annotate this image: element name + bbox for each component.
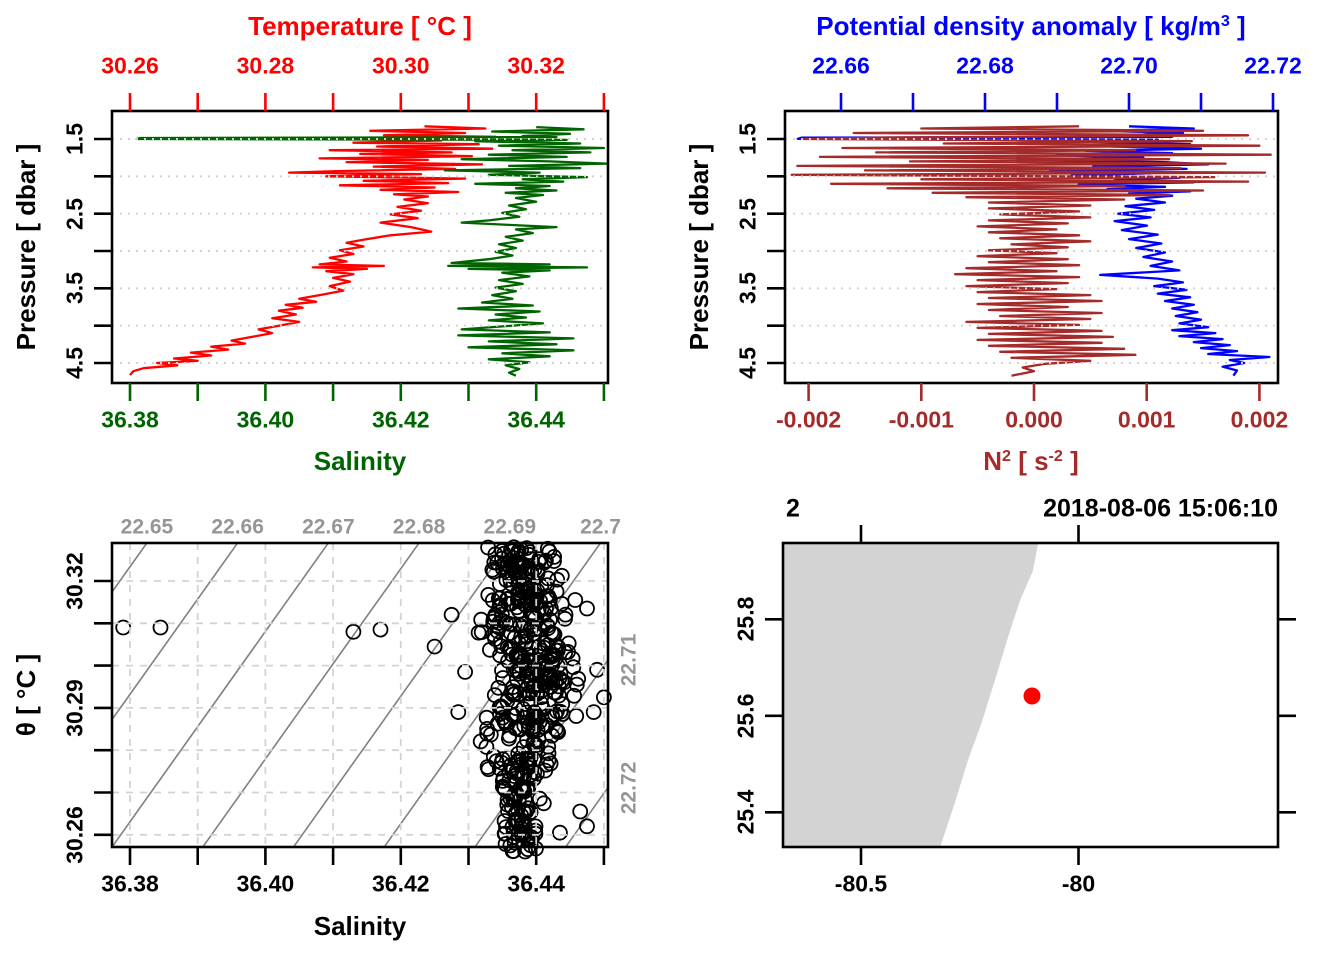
tick-label: 36.44 [507, 406, 565, 433]
n2-base: N [983, 446, 1003, 476]
tick-label: 22.68 [956, 52, 1014, 79]
tick-label: 22.72 [617, 761, 641, 814]
tick-label: 25.6 [732, 693, 759, 739]
n2-superscript: 2 [1002, 447, 1011, 466]
tick-label: 30.26 [101, 52, 159, 79]
tick-label: 36.42 [372, 406, 430, 433]
tick-label: 30.30 [372, 52, 430, 79]
n2-mid: [ s [1010, 446, 1049, 476]
tick-label: 36.42 [372, 870, 430, 897]
salinity-axis-title-ts-panel: Salinity [313, 911, 407, 941]
tick-label: -0.001 [888, 406, 954, 433]
tick-label: 22.65 [120, 515, 174, 539]
tick-label: 22.7 [580, 515, 621, 539]
tick-label: 0.002 [1230, 406, 1289, 433]
tick-label: 0.000 [1005, 406, 1063, 433]
tick-label: 22.66 [211, 515, 264, 539]
theta-axis-title: θ [ °C ] [11, 653, 41, 737]
temperature-axis-title: Temperature [ °C ] [248, 11, 472, 41]
map-timestamp: 2018-08-06 15:06:10 [1043, 494, 1278, 523]
tick-label: -80.5 [834, 870, 888, 897]
map-station-number: 2 [786, 494, 800, 523]
tick-label: 22.68 [392, 515, 446, 539]
tick-label: 2.5 [734, 197, 761, 230]
density-axis-title: Potential density anomaly [ kg/m3 ] [816, 13, 1245, 39]
tick-label: 25.4 [732, 789, 759, 835]
tick-label: 22.71 [617, 633, 641, 687]
pressure-axis-title-right-panel: Pressure [ dbar ] [684, 143, 714, 351]
tick-label: 1.5 [61, 123, 88, 155]
salinity-axis-title-top-panel: Salinity [313, 446, 407, 476]
tick-label: 36.38 [101, 870, 159, 897]
tick-label: 30.28 [236, 52, 295, 79]
tick-label: 22.70 [1100, 52, 1158, 79]
tick-label: 36.40 [236, 870, 295, 897]
density-title-close: ] [1229, 11, 1246, 41]
tick-label: 3.5 [61, 272, 88, 305]
pressure-axis-title-left-panel: Pressure [ dbar ] [11, 143, 41, 351]
tick-label: 30.32 [507, 52, 565, 79]
tick-label: 22.69 [483, 515, 537, 539]
tick-label: 30.32 [61, 552, 88, 610]
tick-label: -0.002 [775, 406, 842, 433]
tick-label: 30.26 [61, 806, 88, 864]
tick-label: 36.44 [507, 870, 565, 897]
tick-label: 22.66 [812, 52, 870, 79]
tick-label: 22.67 [302, 515, 355, 539]
density-title-superscript: 3 [1220, 12, 1230, 31]
tick-label: 36.40 [236, 406, 295, 433]
tick-label: 3.5 [734, 272, 761, 305]
tick-label: -80 [1061, 870, 1096, 897]
tick-label: 22.72 [1244, 52, 1302, 79]
tick-label: 0.001 [1117, 406, 1176, 433]
tick-label: 4.5 [734, 347, 761, 379]
n2-close: ] [1062, 446, 1079, 476]
tick-label: 4.5 [61, 347, 88, 379]
tick-label: 25.8 [732, 596, 759, 642]
n2-superscript-2: -2 [1048, 447, 1063, 466]
n-squared-axis-title: N2 [ s-2 ] [983, 448, 1079, 474]
tick-label: 2.5 [61, 197, 88, 230]
density-title-text: Potential density anomaly [ kg/m [816, 11, 1221, 41]
tick-label: 30.29 [61, 679, 88, 737]
tick-label: 1.5 [734, 123, 761, 155]
tick-label: 36.38 [101, 406, 159, 433]
